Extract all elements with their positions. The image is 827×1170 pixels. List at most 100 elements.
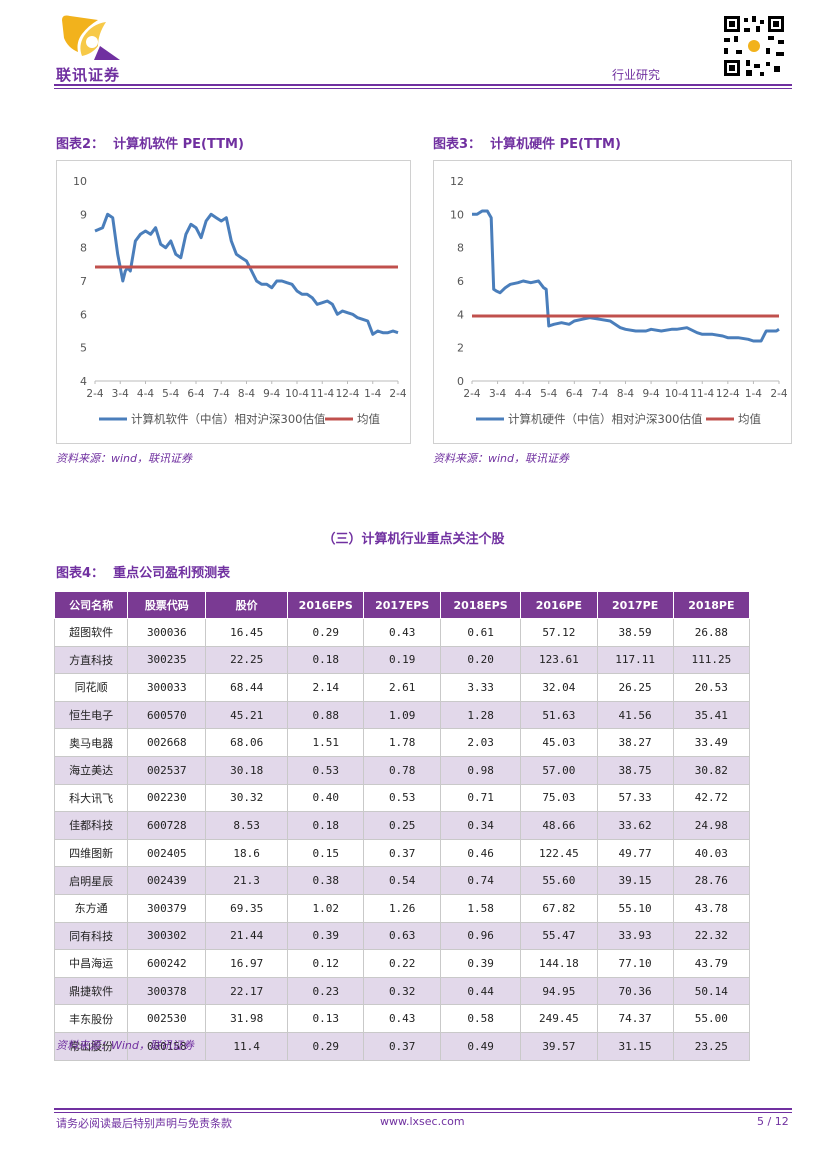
table-cell: 300302 (127, 921, 207, 951)
table-cell: 0.13 (287, 1004, 365, 1033)
table-cell: 75.03 (520, 783, 598, 813)
table-cell: 1.28 (439, 700, 522, 730)
table-row: 常山股份 000158 11.4 0.29 0.37 0.49 39.57 31.15 23.2… (53, 1031, 751, 1061)
legend-label-mean: 均值 (357, 412, 380, 426)
table-header-cell: 股价 (205, 591, 289, 619)
table-cell: 94.95 (520, 976, 598, 1006)
table-cell: 0.74 (439, 866, 522, 895)
forecast-table: 公司名称 股票代码 股价 2016EPS 2017EPS 2018EPS 201… (53, 591, 751, 1061)
table-cell: 49.77 (596, 838, 674, 868)
table-cell: 1.51 (287, 728, 365, 757)
table-cell: 38.27 (596, 728, 674, 757)
table-row: 同有科技 300302 21.44 0.39 0.63 0.96 55.47 33.93 22.… (53, 921, 751, 951)
x-tick-label: 11-4 (690, 388, 714, 400)
table-cell: 0.32 (363, 976, 441, 1006)
table-cell: 40.03 (672, 838, 751, 868)
company-name-cell: 海立美达 (53, 755, 129, 785)
chart2-title: 图表2： 计算机软件 PE(TTM) (56, 137, 244, 152)
chart3-frame: 0 2 4 6 8 10 12 2-4 3-4 4-4 5-4 6-4 7-4 8-4 9-4 10-4 11-… (433, 160, 792, 444)
company-name-cell: 奥马电器 (53, 728, 129, 757)
legend-label-series: 计算机软件（中信）相对沪深300估值 (131, 412, 326, 426)
table-cell: 67.82 (520, 893, 598, 923)
table-cell: 002537 (127, 755, 207, 785)
table-header-cell: 2017EPS (363, 591, 441, 619)
table-cell: 57.00 (520, 755, 598, 785)
table-cell: 42.72 (672, 783, 751, 813)
y-tick-label: 10 (450, 208, 464, 221)
table-cell: 0.43 (363, 618, 441, 647)
table-cell: 22.32 (672, 921, 751, 951)
x-tick-label: 3-4 (112, 388, 129, 400)
table-cell: 30.32 (205, 783, 289, 813)
table-cell: 31.15 (596, 1031, 674, 1061)
table-header-cell: 股票代码 (127, 591, 207, 619)
table-cell: 51.63 (520, 700, 598, 730)
table-cell: 0.38 (287, 866, 365, 895)
doc-type: 行业研究 (612, 68, 661, 82)
table-cell: 55.00 (672, 1004, 751, 1033)
table-cell: 144.18 (520, 949, 598, 978)
table-cell: 002530 (127, 1004, 207, 1033)
table-cell: 16.97 (205, 949, 289, 978)
table-cell: 2.14 (287, 673, 365, 702)
company-name-cell: 鼎捷软件 (53, 976, 129, 1006)
company-name-cell: 方直科技 (53, 645, 129, 675)
table-cell: 0.78 (363, 755, 441, 785)
y-tick-label: 12 (450, 175, 464, 188)
table-cell: 600570 (127, 700, 207, 730)
table-row: 中昌海运 600242 16.97 0.12 0.22 0.39 144.18 77.10 43… (53, 949, 751, 978)
table-cell: 21.44 (205, 921, 289, 951)
chart2-frame: 4 5 6 7 8 9 10 2-4 3-4 4-4 5-4 6-4 7-4 8-4 9-4 10-4 11-4… (56, 160, 411, 444)
table-cell: 2.61 (363, 673, 441, 702)
table-cell: 1.78 (363, 728, 441, 757)
table-cell: 002439 (127, 866, 207, 895)
table-cell: 0.22 (363, 949, 441, 978)
table-row: 启明星辰 002439 21.3 0.38 0.54 0.74 55.60 39.15 28.7… (53, 866, 751, 895)
x-tick-label: 5-4 (540, 388, 557, 400)
x-tick-label: 12-4 (336, 388, 360, 400)
table-cell: 0.96 (439, 921, 522, 951)
table-cell: 0.39 (287, 921, 365, 951)
qr-code (722, 14, 786, 78)
table-title: 图表4： 重点公司盈利预测表 (56, 566, 231, 581)
legend-label-series: 计算机硬件（中信）相对沪深300估值 (508, 412, 703, 426)
table-cell: 002405 (127, 838, 207, 868)
header-divider (54, 84, 792, 86)
company-name-cell: 同花顺 (53, 673, 129, 702)
table-cell: 0.98 (439, 755, 522, 785)
table-cell: 0.39 (439, 949, 522, 978)
table-cell: 1.58 (439, 893, 522, 923)
table-cell: 33.62 (596, 811, 674, 840)
x-tick-label: 6-4 (566, 388, 583, 400)
x-tick-label: 5-4 (162, 388, 179, 400)
table-cell: 43.79 (672, 949, 751, 978)
y-tick-label: 4 (80, 375, 87, 388)
table-cell: 33.49 (672, 728, 751, 757)
footer-page-number: 5 / 12 (757, 1115, 789, 1128)
table-cell: 68.44 (205, 673, 289, 702)
table-cell: 123.61 (520, 645, 598, 675)
table-cell: 0.20 (439, 645, 522, 675)
table-cell: 45.21 (205, 700, 289, 730)
table-cell: 0.61 (439, 618, 522, 647)
table-cell: 249.45 (520, 1004, 598, 1033)
chart3-title: 图表3： 计算机硬件 PE(TTM) (433, 137, 621, 152)
table-cell: 68.06 (205, 728, 289, 757)
chart2-source: 资料来源：wind，联讯证券 (56, 452, 193, 465)
table-cell: 38.59 (596, 618, 674, 647)
table-cell: 39.57 (520, 1031, 598, 1061)
footer-disclaimer[interactable]: 请务必阅读最后特别声明与免责条款 (56, 1117, 232, 1130)
y-tick-label: 4 (457, 308, 464, 321)
table-row: 丰东股份 002530 31.98 0.13 0.43 0.58 249.45 74.37 55… (53, 1004, 751, 1033)
table-cell: 0.29 (287, 1031, 365, 1061)
table-row: 同花顺 300033 68.44 2.14 2.61 3.33 32.04 26.25 20.5… (53, 673, 751, 702)
company-name-cell: 超图软件 (53, 618, 129, 647)
table-cell: 0.49 (439, 1031, 522, 1061)
company-name-cell: 启明星辰 (53, 866, 129, 895)
footer-website[interactable]: www.lxsec.com (380, 1115, 465, 1128)
y-tick-label: 8 (80, 242, 87, 255)
table-cell: 55.60 (520, 866, 598, 895)
table-cell: 000158 (127, 1031, 207, 1061)
table-cell: 33.93 (596, 921, 674, 951)
table-cell: 0.53 (287, 755, 365, 785)
